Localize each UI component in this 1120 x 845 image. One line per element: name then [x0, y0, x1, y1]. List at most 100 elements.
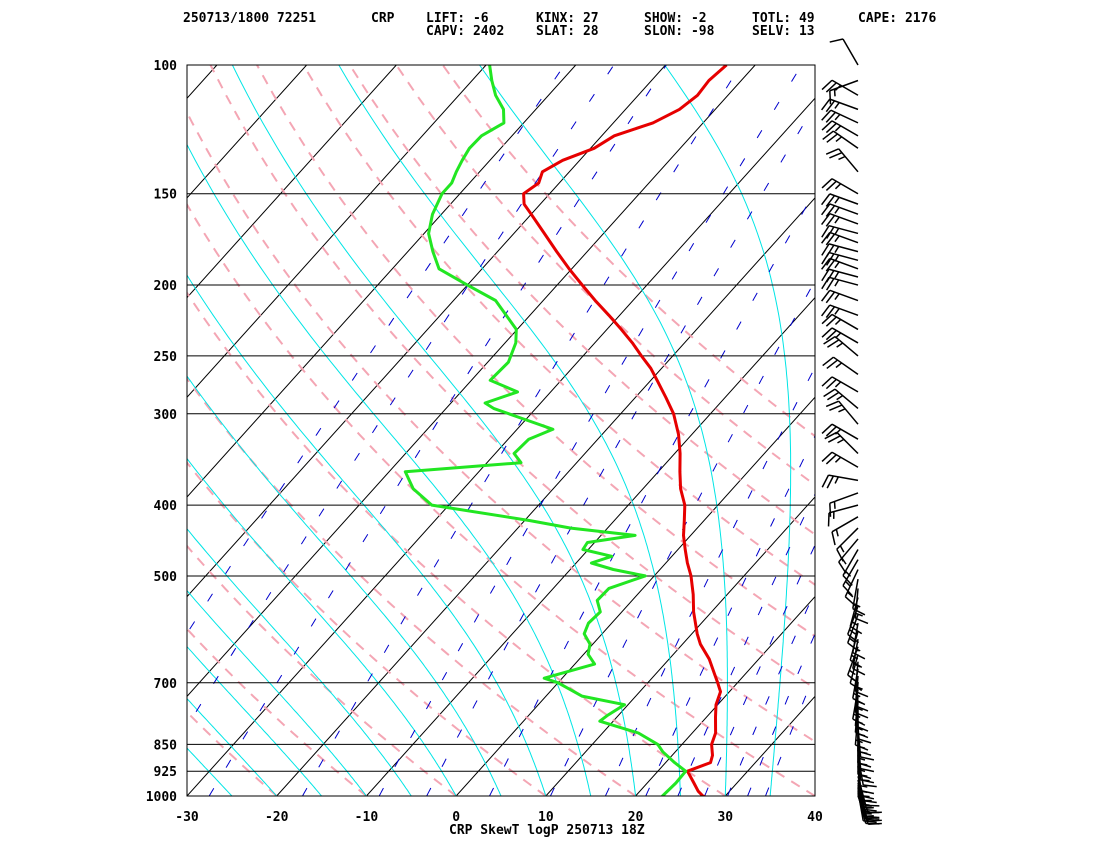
moist-adiabat [0, 65, 232, 796]
mixing-ratio-line [303, 65, 741, 796]
temperature-tick-label: -30 [175, 810, 199, 825]
mixing-ratio-line [427, 65, 839, 796]
header-field: SELV: 13 [752, 24, 815, 39]
pressure-tick-label: 850 [154, 738, 178, 753]
pressure-tick-label: 500 [154, 570, 178, 585]
isotherm [0, 65, 217, 796]
temperature-tick-label: 40 [807, 810, 823, 825]
wind-barb [822, 305, 858, 318]
wind-barbs [822, 39, 882, 824]
pressure-tick-label: 300 [154, 408, 178, 423]
mixing-ratio-line [209, 65, 666, 796]
pressure-tick-label: 250 [154, 350, 178, 365]
temperature-tick-label: -20 [265, 810, 289, 825]
header-field-value: 2402 [465, 24, 504, 39]
wind-barb [829, 505, 858, 526]
dry-adiabat [25, 65, 636, 796]
isotherm [815, 65, 1120, 796]
pressure-tick-label: 1000 [146, 790, 177, 805]
isotherm [277, 65, 935, 796]
header-field-label: CRP [371, 11, 395, 26]
wind-barb [822, 277, 858, 290]
mixing-ratio-line [379, 65, 802, 796]
header-field-label: SLON: [644, 24, 683, 39]
wind-barb [823, 131, 858, 148]
pressure-tick-label: 700 [154, 677, 178, 692]
mixing-ratio-line [766, 65, 1101, 796]
isotherm [456, 65, 1114, 796]
wind-barb [822, 110, 858, 123]
temperature-trace [524, 65, 745, 800]
isotherm [636, 65, 1120, 796]
header-field-label: SELV: [752, 24, 791, 39]
wind-barb [822, 290, 858, 303]
temperature-tick-label: 30 [717, 810, 733, 825]
moist-adiabat [150, 65, 591, 796]
temperature-tick-label: -10 [355, 810, 379, 825]
moist-adiabat [339, 65, 681, 796]
header-field-value: -98 [683, 24, 714, 39]
header-field-label: CAPE: [858, 11, 897, 26]
wind-barb [822, 121, 858, 136]
header-field: 250713/1800 72251 [183, 11, 316, 26]
header-field-value: 13 [791, 24, 814, 39]
mixing-ratio-line [605, 65, 978, 796]
dewpoint-trace [405, 65, 685, 800]
pressure-tick-label: 925 [154, 765, 177, 780]
pressure-tick-label: 150 [154, 188, 178, 203]
isotherm [0, 65, 37, 796]
dry-adiabat [118, 65, 815, 796]
header-field-label: CAPV: [426, 24, 465, 39]
moist-adiabat [232, 65, 635, 796]
isobar-lines [187, 65, 815, 796]
wind-barb [822, 475, 858, 488]
isotherm [187, 65, 845, 796]
moist-adiabat [0, 65, 411, 796]
header-field: CRP [371, 11, 395, 26]
dry-adiabat [0, 65, 97, 796]
mixing-ratio-line [550, 65, 935, 796]
wind-barb [858, 727, 874, 760]
wind-barb [822, 194, 858, 207]
isotherm [905, 65, 1120, 796]
moist-adiabat [480, 65, 728, 796]
dry-adiabat [0, 65, 366, 796]
plot-frame [187, 65, 815, 796]
dry-adiabat [0, 65, 277, 796]
mixing-ratio-line [646, 65, 1009, 796]
moist-adiabat [0, 65, 277, 796]
header-field: CAPV: 2402 [426, 24, 504, 39]
isotherm [0, 65, 127, 796]
wind-barb [822, 452, 858, 467]
header-field: CAPE: 2176 [858, 11, 936, 26]
pressure-tick-label: 400 [154, 499, 178, 514]
wind-barb [830, 39, 858, 65]
isotherm [366, 65, 1024, 796]
header-field-value: 28 [575, 24, 599, 39]
moist-adiabat [31, 65, 501, 796]
dry-adiabat [0, 65, 8, 796]
dry-adiabat [396, 65, 1120, 796]
dry-adiabat [164, 65, 905, 796]
header-field: SLAT: 28 [536, 24, 599, 39]
dry-adiabat [443, 65, 1120, 796]
wind-barb [822, 377, 858, 392]
header-field: SLON: -98 [644, 24, 715, 39]
wind-barb [853, 579, 865, 615]
pressure-tick-label: 100 [154, 59, 178, 74]
mixing-ratio-line [144, 65, 614, 796]
pressure-tick-label: 200 [154, 279, 178, 294]
pressure-tick-labels: 100 150 200 250 300 400 500 700 850 925 1000 [146, 59, 177, 805]
wind-barb [822, 179, 858, 194]
header-field-label: 250713/1800 72251 [183, 11, 316, 26]
chart-title: CRP SkewT logP 250713 18Z [449, 823, 645, 838]
header-field-value: 2176 [897, 11, 936, 26]
wind-barb [823, 357, 858, 374]
moist-adiabat [0, 65, 366, 796]
mixing-ratio-line [705, 65, 1055, 796]
wind-barb [826, 149, 858, 172]
dry-adiabat [211, 65, 995, 796]
